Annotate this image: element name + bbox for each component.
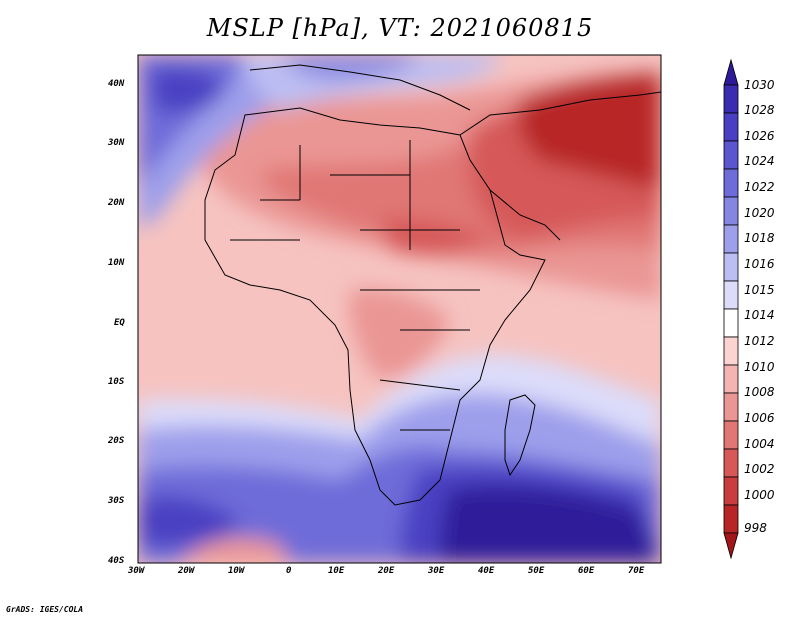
colorbar-label: 1028 bbox=[744, 103, 775, 117]
colorbar-swatch bbox=[723, 336, 739, 366]
colorbar-label: 1002 bbox=[744, 462, 775, 476]
map-title: MSLP [hPa], VT: 2021060815 bbox=[206, 14, 594, 42]
colorbar-label: 1030 bbox=[744, 78, 775, 92]
colorbar-swatch bbox=[723, 84, 739, 114]
colorbar-label: 1020 bbox=[744, 206, 775, 220]
colorbar-label: 1015 bbox=[744, 283, 775, 297]
lat-tick-label: 20N bbox=[108, 198, 125, 208]
lon-tick-label: 20E bbox=[378, 566, 395, 576]
lon-tick-label: 10W bbox=[228, 566, 245, 576]
colorbar-label: 1006 bbox=[744, 411, 775, 425]
lat-tick-label: 10S bbox=[108, 377, 125, 387]
colorbar-swatch bbox=[723, 168, 739, 198]
colorbar-label: 1000 bbox=[744, 488, 775, 502]
colorbar-label: 1012 bbox=[744, 334, 775, 348]
lon-tick-label: 20W bbox=[178, 566, 195, 576]
colorbar-label: 998 bbox=[744, 521, 767, 535]
colorbar-bottom-triangle bbox=[723, 532, 739, 560]
lat-tick-label: 30S bbox=[108, 496, 125, 506]
pressure-field bbox=[138, 55, 661, 563]
lat-tick-label: 20S bbox=[108, 436, 125, 446]
colorbar-swatch bbox=[723, 476, 739, 506]
lon-tick-label: 30W bbox=[128, 566, 145, 576]
lon-tick-label: 70E bbox=[628, 566, 645, 576]
map-frame bbox=[137, 54, 662, 564]
colorbar-swatch bbox=[723, 140, 739, 170]
colorbar-label: 1018 bbox=[744, 231, 775, 245]
lon-tick-label: 10E bbox=[328, 566, 345, 576]
lon-tick-label: 50E bbox=[528, 566, 545, 576]
colorbar-label: 1024 bbox=[744, 154, 775, 168]
lat-tick-label: EQ bbox=[114, 318, 125, 328]
lat-tick-label: 40N bbox=[108, 79, 125, 89]
colorbar-label: 1004 bbox=[744, 437, 775, 451]
lon-tick-label: 0 bbox=[286, 566, 292, 576]
colorbar-label: 1008 bbox=[744, 385, 775, 399]
colorbar-swatch bbox=[723, 224, 739, 254]
colorbar-swatch bbox=[723, 364, 739, 394]
colorbar-swatch bbox=[723, 448, 739, 478]
colorbar-label: 1014 bbox=[744, 308, 775, 322]
credit-text: GrADS: IGES/COLA bbox=[6, 605, 84, 614]
colorbar-swatch bbox=[723, 308, 739, 338]
colorbar-swatch bbox=[723, 392, 739, 422]
colorbar-top-triangle bbox=[723, 58, 739, 86]
colorbar-label: 1026 bbox=[744, 129, 775, 143]
colorbar-label: 1010 bbox=[744, 360, 775, 374]
colorbar bbox=[723, 58, 739, 560]
colorbar-label: 1022 bbox=[744, 180, 775, 194]
colorbar-swatch bbox=[723, 112, 739, 142]
colorbar-swatch bbox=[723, 252, 739, 282]
colorbar-swatch bbox=[723, 420, 739, 450]
coastline bbox=[204, 64, 661, 506]
lon-tick-label: 60E bbox=[578, 566, 595, 576]
lat-tick-label: 10N bbox=[108, 258, 125, 268]
lon-tick-label: 40E bbox=[478, 566, 495, 576]
lat-tick-label: 40S bbox=[108, 556, 125, 566]
colorbar-swatch bbox=[723, 196, 739, 226]
lon-tick-label: 30E bbox=[428, 566, 445, 576]
colorbar-label: 1016 bbox=[744, 257, 775, 271]
colorbar-swatch bbox=[723, 280, 739, 310]
lat-tick-label: 30N bbox=[108, 138, 125, 148]
colorbar-swatch bbox=[723, 504, 739, 534]
